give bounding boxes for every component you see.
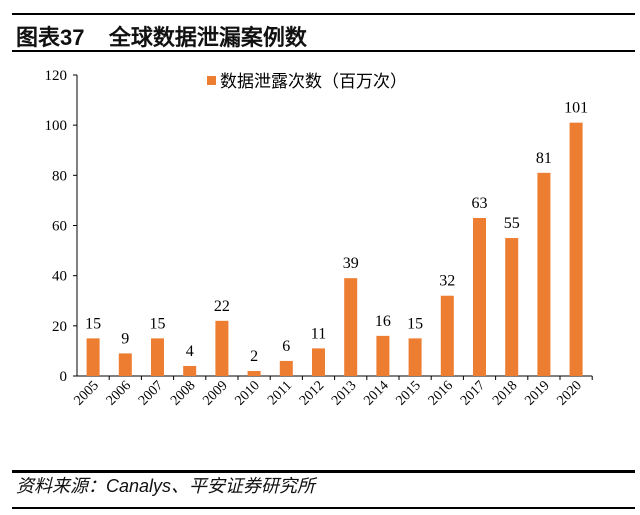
x-tick-label: 2019	[522, 378, 552, 408]
data-label: 6	[282, 338, 290, 355]
x-tick-label: 2006	[104, 378, 134, 408]
x-tick-label: 2018	[490, 378, 520, 408]
x-tick-label: 2008	[168, 378, 198, 408]
x-tick-label: 2005	[72, 378, 102, 408]
data-label: 55	[504, 215, 520, 232]
legend-label: 数据泄露次数（百万次）	[220, 72, 407, 91]
bar-2012	[312, 348, 325, 376]
bar-2013	[344, 278, 358, 376]
data-label: 63	[472, 195, 488, 212]
bar-2006	[118, 353, 132, 376]
y-tick-label: 60	[52, 219, 67, 235]
y-tick-label: 100	[45, 118, 68, 134]
source-note: 资料来源：Canalys、平安证券研究所	[16, 476, 316, 496]
figure-title: 图表37 全球数据泄漏案例数	[16, 25, 307, 50]
data-label: 2	[250, 348, 258, 365]
bar-2007	[151, 338, 164, 376]
bar-2020	[569, 122, 583, 377]
bar-2019	[537, 172, 551, 376]
y-tick-label: 0	[60, 369, 68, 385]
top-rule	[12, 13, 635, 15]
x-tick-label: 2014	[361, 378, 391, 408]
x-tick-label: 2007	[136, 378, 166, 408]
bar-2016	[440, 295, 454, 376]
x-tick-label: 2012	[297, 378, 327, 408]
data-label: 39	[343, 255, 359, 272]
data-label: 11	[311, 325, 326, 342]
bar-2018	[505, 238, 519, 376]
x-tick-label: 2017	[458, 378, 488, 408]
bar-2009	[215, 320, 229, 376]
data-label: 16	[375, 313, 391, 330]
data-label: 15	[150, 315, 166, 332]
bar-2005	[86, 338, 100, 376]
legend-swatch	[207, 76, 216, 85]
y-tick-label: 120	[45, 68, 68, 84]
bar-2011	[279, 360, 293, 376]
x-tick-label: 2013	[329, 378, 359, 408]
y-tick-label: 80	[52, 168, 67, 184]
bar-2008	[183, 365, 197, 376]
x-tick-label: 2011	[265, 378, 295, 408]
bar-2014	[376, 335, 390, 376]
data-label: 15	[407, 315, 423, 332]
x-tick-label: 2015	[394, 378, 424, 408]
data-label: 32	[439, 273, 455, 290]
y-tick-label: 40	[52, 269, 67, 285]
data-label: 4	[186, 343, 194, 360]
data-label: 22	[214, 298, 230, 315]
bottom-rule	[12, 507, 635, 509]
bar-2017	[473, 217, 486, 376]
x-tick-label: 2009	[200, 378, 230, 408]
bar-2015	[408, 338, 422, 376]
data-label: 81	[536, 150, 552, 167]
bar-chart: 0204060801001201520059200615200742008222…	[45, 68, 593, 409]
data-label: 101	[564, 100, 588, 117]
x-tick-label: 2010	[233, 378, 263, 408]
data-label: 9	[121, 330, 129, 347]
x-tick-label: 2016	[426, 378, 456, 408]
title-rule	[12, 50, 635, 52]
data-label: 15	[85, 315, 101, 332]
y-tick-label: 20	[52, 319, 67, 335]
bar-2010	[247, 370, 261, 376]
x-tick-label: 2020	[555, 378, 585, 408]
source-top-rule	[12, 470, 635, 473]
